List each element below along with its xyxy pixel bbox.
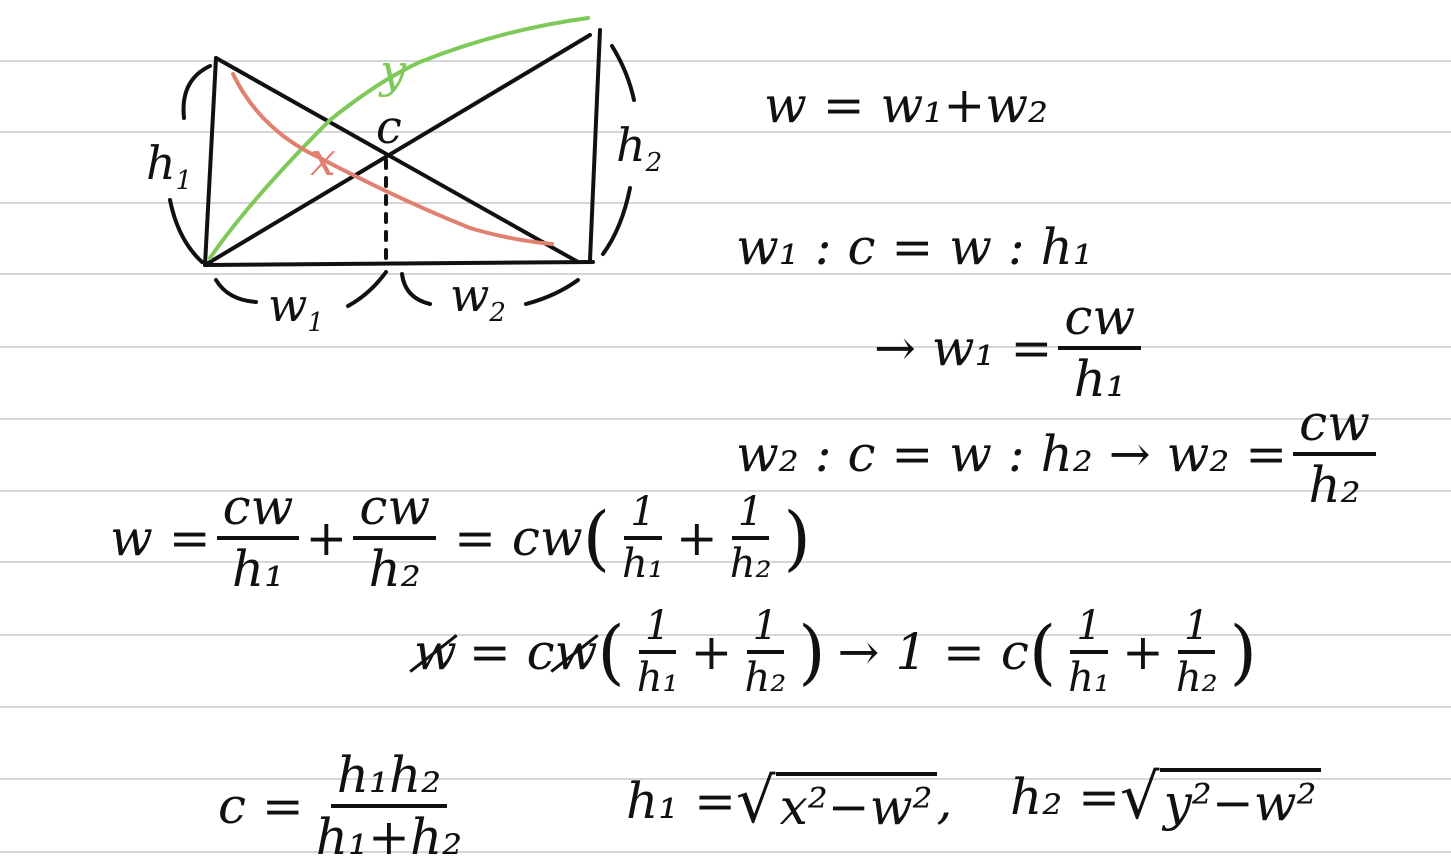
label-x: x (310, 132, 336, 186)
label-h1: h1 (146, 136, 193, 197)
ruled-line (0, 706, 1451, 708)
ruled-line (0, 418, 1451, 420)
fraction-cw-h1: cw h₁ (1058, 292, 1142, 404)
cancelled-w: w (554, 623, 598, 681)
equation-ratio-w1: w₁ : c = w : h₁ (736, 218, 1093, 276)
equation-w-sum: w = w₁+w₂ (764, 76, 1049, 134)
brace-w1 (214, 270, 388, 308)
ladder-x-line (214, 56, 580, 264)
equation-c-result: c = h₁h₂ h₁+h₂ (218, 750, 474, 862)
equation-ratio-w2: w₂ : c = w : h₂ → w₂ = cw h₂ (736, 398, 1382, 510)
label-h2: h2 (616, 118, 663, 179)
cancelled-w: w (414, 623, 457, 681)
ruled-line (0, 131, 1451, 133)
label-c: c (376, 100, 402, 154)
fraction-1-h2: 1 h₂ (1175, 603, 1218, 701)
right-wall-line (588, 28, 602, 262)
label-w2: w2 (450, 268, 506, 329)
sqrt-x2-w2: √ x²−w² (736, 770, 937, 832)
left-wall-line (203, 56, 218, 267)
ruled-line (0, 346, 1451, 348)
equation-w-substituted: w = cw h₁ + cw h₂ = cw ( 1 h₁ + 1 h₂ ) (110, 478, 811, 598)
crossed-ladders-diagram (168, 16, 636, 308)
ruled-line (0, 561, 1451, 563)
equation-cancel-w: w = c w ( 1 h₁ + 1 h₂ ) → 1 = c ( 1 h₁ +… (414, 603, 1257, 701)
ruled-line (0, 490, 1451, 492)
fraction-h1h2: h₁h₂ h₁+h₂ (315, 746, 463, 865)
ruled-line (0, 634, 1451, 636)
ruled-line (0, 202, 1451, 204)
ladder-y-arc (208, 16, 590, 260)
ground-line (203, 260, 595, 267)
fraction-1-h2: 1 h₂ (729, 489, 772, 587)
fraction-1-h1: 1 h₁ (1068, 603, 1110, 701)
equation-h1-sqrt: h₁ = √ x²−w² , (626, 764, 953, 837)
brace-h2 (601, 44, 636, 256)
fraction-1-h1: 1 h₁ (622, 489, 664, 587)
fraction-cw-h2: cw h₂ (353, 482, 437, 594)
ruled-line (0, 273, 1451, 275)
ruled-line (0, 778, 1451, 780)
brace-w2 (400, 272, 580, 306)
ladder-x-arc (231, 72, 554, 246)
equation-w1-result: → w₁ = cw h₁ (874, 292, 1147, 404)
ladder-y-line (203, 33, 592, 267)
fraction-cw-h2: cw h₂ (1293, 398, 1376, 510)
fraction-cw-h1: cw h₁ (216, 482, 300, 594)
fraction-1-h1: 1 h₁ (636, 603, 679, 701)
ruled-line (0, 851, 1451, 853)
sqrt-y2-w2: √ y²−w² (1120, 766, 1321, 828)
ruled-line (0, 60, 1451, 62)
equation-h2-sqrt: h₂ = √ y²−w² (1010, 766, 1321, 828)
fraction-1-h2: 1 h₂ (744, 603, 787, 701)
label-y: y (380, 44, 406, 98)
brace-h1 (168, 64, 212, 264)
label-w1: w1 (268, 278, 324, 339)
